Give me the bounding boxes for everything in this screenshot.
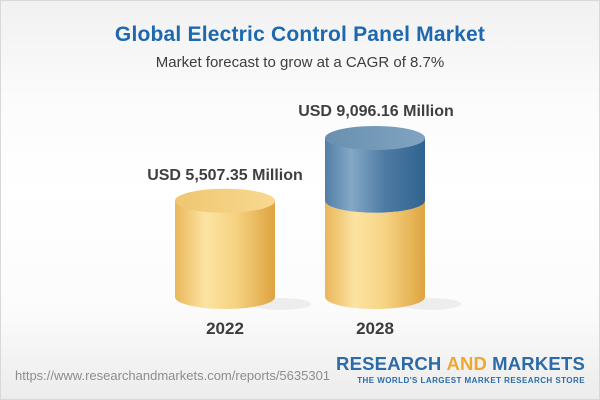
category-label-2022: 2022 — [206, 319, 244, 338]
logo-tagline: THE WORLD'S LARGEST MARKET RESEARCH STOR… — [357, 376, 585, 386]
researchandmarkets-logo: RESEARCH AND MARKETS THE WORLD'S LARGEST M… — [336, 353, 585, 386]
value-label-2022: USD 5,507.35 Million — [147, 167, 303, 184]
report-url: https://www.researchandmarkets.com/repor… — [15, 368, 331, 383]
bar-2028-growth-segment — [325, 138, 425, 213]
logo-word-and: AND — [446, 353, 488, 374]
logo-word-markets: MARKETS — [492, 353, 585, 374]
category-label-2028: 2028 — [356, 319, 394, 338]
logo-wordmark: RESEARCH AND MARKETS — [336, 353, 585, 374]
bar-2022-cylinder-body — [175, 200, 275, 309]
bar-2028-base-segment — [325, 200, 425, 309]
bar-2028-cylinder-top — [325, 126, 425, 150]
chart-title: Global Electric Control Panel Market — [114, 23, 486, 46]
chart-subtitle: Market forecast to grow at a CAGR of 8.7… — [155, 54, 445, 71]
bar-2022-cylinder-top — [175, 188, 275, 213]
logo-word-research: RESEARCH — [336, 353, 442, 374]
value-label-2028: USD 9,096.16 Million — [298, 103, 454, 120]
